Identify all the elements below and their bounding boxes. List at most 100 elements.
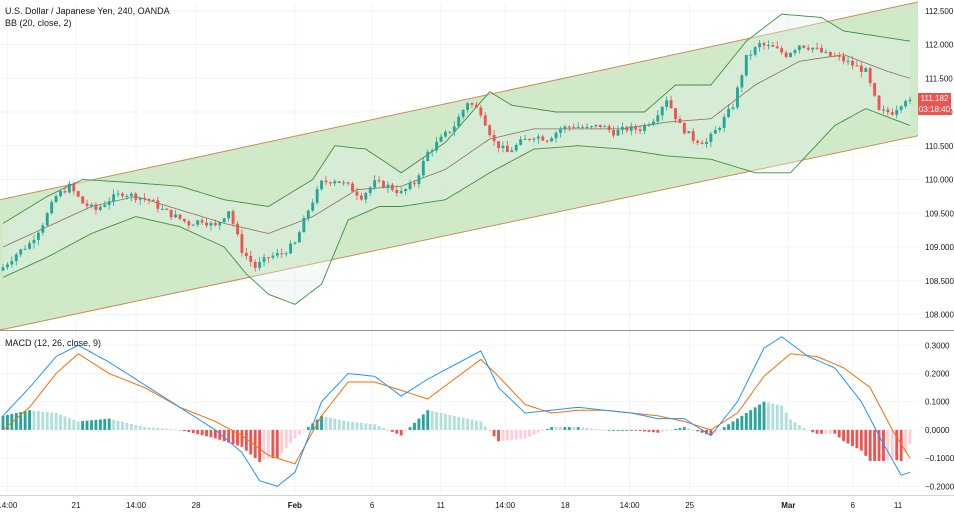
macd-histogram-bar xyxy=(417,418,421,430)
candle-body xyxy=(634,126,638,130)
candle-body xyxy=(165,208,169,210)
macd-histogram-bar xyxy=(359,422,363,430)
macd-histogram-bar xyxy=(72,419,76,430)
candle-body xyxy=(824,51,828,53)
macd-histogram-bar xyxy=(855,429,859,449)
candle-body xyxy=(501,145,505,148)
candle-body xyxy=(523,138,527,140)
macd-histogram-bar xyxy=(165,428,169,430)
candle-body xyxy=(691,131,695,141)
time-tick-label: 6 xyxy=(851,501,856,510)
candle-body xyxy=(258,261,262,268)
candle-body xyxy=(143,197,147,199)
price-tick-label: 109.000 xyxy=(925,243,954,252)
candle-body xyxy=(151,199,155,201)
price-tick-label: 108.500 xyxy=(925,277,954,286)
macd-histogram-bar xyxy=(536,429,540,433)
macd-histogram-bar xyxy=(581,427,585,430)
macd-histogram-bar xyxy=(651,429,655,433)
macd-histogram-bar xyxy=(824,429,828,434)
candlesticks xyxy=(1,40,912,272)
candle-body xyxy=(492,135,496,142)
macd-histogram-bar xyxy=(899,429,903,461)
candle-body xyxy=(63,191,67,193)
candle-body xyxy=(576,126,580,128)
macd-histogram-bar xyxy=(815,429,819,434)
macd-histogram-bar xyxy=(23,411,27,430)
macd-histogram-bar xyxy=(364,423,368,430)
candle-body xyxy=(298,232,301,243)
bb-indicator-label[interactable]: BB (20, close, 2) xyxy=(5,18,72,28)
macd-histogram-bar xyxy=(705,429,708,435)
candle-body xyxy=(36,232,40,240)
candle-body xyxy=(536,136,540,139)
candle-body xyxy=(488,125,492,136)
symbol-title: U.S. Dollar / Japanese Yen, 240, OANDA xyxy=(5,6,170,16)
candle-body xyxy=(651,121,655,125)
candle-body xyxy=(744,54,748,76)
macd-histogram-bar xyxy=(470,419,474,430)
macd-histogram-bar xyxy=(842,429,846,442)
macd-histogram-bar xyxy=(5,414,9,430)
macd-histogram-bar xyxy=(598,429,602,431)
macd-histogram-bar xyxy=(262,429,266,461)
candle-body xyxy=(271,255,275,258)
macd-histogram-bar xyxy=(196,429,200,435)
macd-histogram-bar xyxy=(337,419,341,430)
macd-histogram-bar xyxy=(368,423,372,430)
macd-histogram-bar xyxy=(718,429,722,431)
macd-histogram-bar xyxy=(510,429,514,440)
macd-histogram-bar xyxy=(19,412,23,430)
candle-body xyxy=(550,138,554,142)
macd-histogram-bar xyxy=(342,420,346,430)
candle-body xyxy=(594,124,598,127)
candle-body xyxy=(696,140,700,143)
candle-body xyxy=(616,129,620,136)
candle-body xyxy=(54,196,58,203)
macd-histogram-bar xyxy=(674,428,677,430)
candle-body xyxy=(483,115,487,126)
candle-body xyxy=(426,151,430,161)
macd-histogram-bar xyxy=(775,404,779,430)
candle-body xyxy=(749,54,753,56)
candle-body xyxy=(23,248,27,250)
candle-body xyxy=(359,195,363,200)
candle-body xyxy=(67,183,71,193)
macd-histogram-bar xyxy=(382,428,385,430)
macd-histogram-bar xyxy=(802,428,806,430)
candle-body xyxy=(1,267,5,271)
macd-histogram-bar xyxy=(178,429,182,431)
candle-body xyxy=(196,220,200,225)
macd-histogram-bar xyxy=(634,429,638,431)
macd-histogram-bar xyxy=(753,407,757,430)
candle-body xyxy=(90,204,93,206)
macd-histogram-bar xyxy=(749,410,753,430)
macd-histogram-bar xyxy=(479,421,483,430)
parallel-channel[interactable] xyxy=(0,1,919,331)
candle-body xyxy=(567,126,571,128)
macd-histogram-bar xyxy=(377,426,381,430)
candle-body xyxy=(28,243,31,249)
macd-histogram-bar xyxy=(895,429,899,461)
candle-body xyxy=(585,126,589,128)
macd-histogram-bar xyxy=(550,427,554,430)
candle-body xyxy=(895,109,899,115)
candle-body xyxy=(280,253,284,255)
candle-body xyxy=(780,48,784,53)
candle-body xyxy=(213,222,217,226)
candle-body xyxy=(41,225,45,233)
candle-body xyxy=(81,196,85,204)
macd-histogram-bar xyxy=(744,413,748,430)
macd-indicator-label[interactable]: MACD (12, 26, close, 9) xyxy=(5,338,102,348)
macd-histogram-bar xyxy=(280,429,284,454)
candle-body xyxy=(377,180,381,182)
macd-histogram-bar xyxy=(28,410,31,430)
macd-histogram-bar xyxy=(218,429,222,440)
macd-histogram-bar xyxy=(731,421,735,430)
macd-histogram-bar xyxy=(616,429,620,431)
macd-histogram-bar xyxy=(116,420,120,430)
candle-body xyxy=(399,191,403,194)
candle-body xyxy=(674,108,677,119)
